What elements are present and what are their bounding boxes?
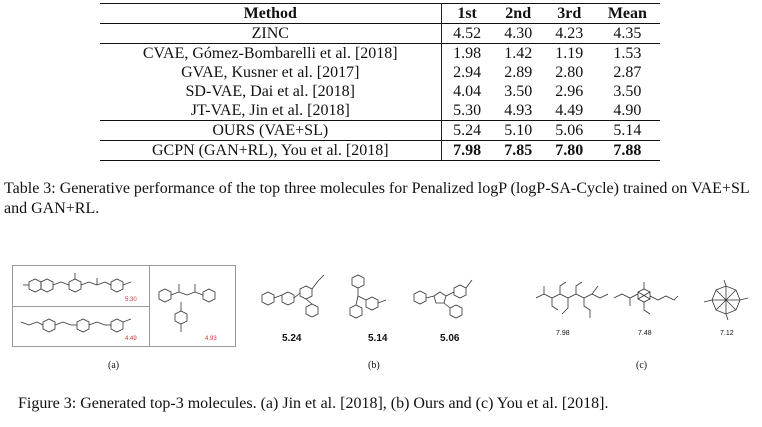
cell-method: GCPN (GAN+RL), You et al. [2018] [100,140,442,161]
molecule-score: 5.14 [368,333,388,344]
cell-1st: 2.94 [453,64,482,81]
cell-3rd: 2.80 [555,64,584,81]
panel-label-c: (c) [636,360,648,371]
cell-1st: 5.30 [453,102,482,119]
cell-mean: 4.90 [613,102,642,119]
cell-3rd: 7.80 [543,140,595,161]
molecule-drawing [703,279,749,321]
results-table: Method 1st 2nd 3rd Mean ZINC 4.52 4.30 4… [100,3,660,161]
cell-1st: 4.04 [453,83,482,100]
cell-method: ZINC [100,23,442,44]
cell-method: OURS (VAE+SL) [100,120,442,141]
molecule-drawing [535,281,609,318]
molecule-drawing [20,318,132,333]
results-table-wrap: Method 1st 2nd 3rd Mean ZINC 4.52 4.30 4… [100,3,660,161]
molecule-drawing [413,279,473,319]
cell-2nd: 4.30 [492,23,544,44]
figure-panel-a: 5.30 4.49 4.93 [12,265,236,347]
molecule-score: 7.12 [720,330,734,337]
cell-3rd: 4.23 [543,23,595,44]
molecule-score: 5.24 [282,333,302,344]
cell-3rd: 4.49 [555,102,584,119]
cell-3rd: 1.19 [543,43,595,63]
cell-2nd: 1.42 [492,43,544,63]
molecule-drawing [613,282,679,315]
cell-2nd: 7.85 [492,140,544,161]
table-row: ZINC 4.52 4.30 4.23 4.35 [100,23,660,44]
cell-mean: 1.53 [594,43,660,63]
cell-3rd: 2.96 [555,83,584,100]
table-row: SD-VAE, Dai et al. [2018] 4.04 3.50 2.96… [100,82,660,101]
header-method: Method [100,3,442,24]
cell-1st: 1.98 [441,43,493,63]
table-header-row: Method 1st 2nd 3rd Mean [100,3,660,24]
header-3rd: 3rd [543,3,595,24]
header-mean: Mean [594,3,660,24]
cell-method: GVAE, Kusner et al. [2017] [100,63,442,82]
cell-method: JT-VAE, Jin et al. [2018] [100,101,442,121]
table-row: GCPN (GAN+RL), You et al. [2018] 7.98 7.… [100,140,660,161]
cell-1st: 7.98 [441,140,493,161]
panel-label-b: (b) [368,360,380,371]
molecule-score: 4.93 [205,336,217,342]
molecule-score: 5.30 [125,297,137,303]
header-2nd: 2nd [492,3,544,24]
molecule-drawing [261,274,325,318]
header-1st: 1st [441,3,493,24]
panel-divider [149,266,150,346]
cell-mean: 4.35 [594,23,660,44]
table-row: OURS (VAE+SL) 5.24 5.10 5.06 5.14 [100,120,660,141]
molecule-drawing [349,274,387,319]
table-row: JT-VAE, Jin et al. [2018] 5.30 4.93 4.49… [100,101,660,121]
panel-label-a: (a) [108,360,120,371]
cell-1st: 4.52 [441,23,493,44]
molecule-drawing [23,273,132,293]
molecule-drawing [158,284,216,332]
cell-2nd: 4.93 [504,102,533,119]
cell-mean: 3.50 [613,83,642,100]
cell-3rd: 5.06 [543,120,595,141]
panel-divider [13,306,149,307]
cell-method: CVAE, Gómez-Bombarelli et al. [2018] [100,43,442,63]
figure-caption: Figure 3: Generated top-3 molecules. (a)… [18,395,609,412]
table-row: GVAE, Kusner et al. [2017] 2.94 2.89 2.8… [100,63,660,82]
cell-method: SD-VAE, Dai et al. [2018] [100,82,442,101]
cell-2nd: 2.89 [504,64,533,81]
cell-2nd: 3.50 [504,83,533,100]
cell-mean: 2.87 [613,64,642,81]
molecule-score: 7.48 [638,330,652,337]
molecule-score: 4.49 [125,336,137,342]
molecule-score: 5.06 [440,333,460,344]
table-row: CVAE, Gómez-Bombarelli et al. [2018] 1.9… [100,43,660,63]
cell-mean: 7.88 [594,140,660,161]
cell-2nd: 5.10 [492,120,544,141]
molecule-score: 7.98 [556,330,570,337]
table-caption: Table 3: Generative performance of the t… [4,180,750,217]
cell-mean: 5.14 [594,120,660,141]
cell-1st: 5.24 [441,120,493,141]
